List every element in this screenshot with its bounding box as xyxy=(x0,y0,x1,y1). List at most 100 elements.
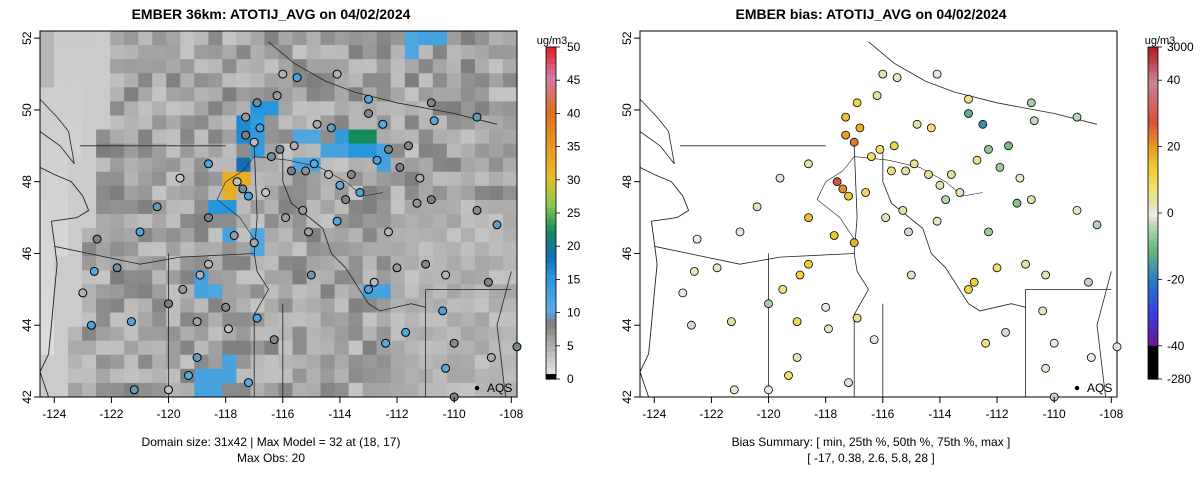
obs-site-marker xyxy=(238,184,248,194)
bias-site-marker xyxy=(844,378,853,388)
obs-site-marker xyxy=(304,227,313,237)
colorbar-segment xyxy=(546,296,556,303)
grid-cell xyxy=(502,31,518,46)
grid-cell xyxy=(502,256,518,271)
grid-cell xyxy=(110,284,125,299)
grid-cell xyxy=(194,45,209,60)
grid-cell xyxy=(418,228,434,243)
grid-cell xyxy=(432,312,448,328)
grid-cell xyxy=(40,270,55,285)
grid-cell xyxy=(306,101,322,116)
colorbar-segment xyxy=(1148,258,1158,264)
grid-cell xyxy=(124,45,139,60)
colorbar-segment xyxy=(1148,283,1158,289)
bias-site-marker xyxy=(784,371,793,380)
colorbar-segment xyxy=(546,152,556,159)
grid-cell xyxy=(96,354,111,370)
grid-cell xyxy=(474,171,490,187)
colorbar-segment xyxy=(546,74,556,81)
grid-cell xyxy=(264,157,279,173)
grid-cell xyxy=(124,115,139,131)
colorbar-segment xyxy=(1148,246,1158,251)
colorbar-segment xyxy=(546,290,556,297)
grid-cell xyxy=(110,185,125,201)
grid-cell xyxy=(404,115,420,131)
grid-cell xyxy=(446,101,462,116)
grid-cell xyxy=(460,171,476,187)
grid-cell xyxy=(502,214,518,229)
y-tick-label: 50 xyxy=(20,103,34,117)
grid-cell xyxy=(334,157,350,173)
grid-cell xyxy=(138,157,153,173)
grid-cell xyxy=(292,115,308,131)
obs-site-marker xyxy=(364,284,373,294)
grid-cell xyxy=(348,157,364,173)
grid-cell xyxy=(502,298,518,314)
grid-cell xyxy=(502,143,518,159)
colorbar-segment xyxy=(1148,233,1158,239)
grid-cell xyxy=(404,368,420,384)
x-tick-label: -110 xyxy=(1043,407,1066,421)
grid-cell xyxy=(166,340,181,356)
grid-cell xyxy=(306,312,322,328)
colorbar-segment xyxy=(1148,125,1158,131)
grid-cell xyxy=(292,368,308,384)
obs-site-marker xyxy=(241,112,251,122)
colorbar-segment xyxy=(546,85,556,92)
grid-cell xyxy=(320,31,336,46)
grid-cell xyxy=(320,284,336,299)
grid-cell xyxy=(432,129,448,145)
colorbar-segment xyxy=(546,334,556,341)
grid-cell xyxy=(236,45,251,60)
state-border xyxy=(496,271,512,398)
grid-cell xyxy=(96,87,111,102)
grid-cell xyxy=(194,143,209,159)
grid-cell xyxy=(348,143,364,159)
grid-cell xyxy=(362,59,378,74)
grid-cell xyxy=(502,242,518,257)
grid-cell xyxy=(348,101,364,116)
obs-site-marker xyxy=(421,259,431,269)
grid-cell xyxy=(306,368,322,384)
grid-cell xyxy=(460,242,476,257)
grid-cell xyxy=(460,199,476,215)
grid-cell xyxy=(222,312,237,328)
grid-cell xyxy=(180,87,195,102)
grid-cell xyxy=(390,354,406,370)
bias-site-marker xyxy=(941,195,951,205)
grid-cell xyxy=(40,326,55,342)
grid-cell xyxy=(222,368,237,384)
grid-cell xyxy=(362,228,378,243)
grid-cell xyxy=(124,129,139,145)
grid-cell xyxy=(320,340,336,356)
obs-site-marker xyxy=(415,173,425,183)
grid-cell xyxy=(390,45,406,60)
grid-cell xyxy=(488,129,504,145)
grid-cell xyxy=(460,45,476,60)
grid-cell xyxy=(96,312,111,328)
grid-cell xyxy=(348,242,364,257)
bias-site-marker xyxy=(735,227,745,237)
grid-cell xyxy=(264,368,279,384)
grid-cell xyxy=(208,256,223,271)
grid-cell xyxy=(138,31,153,46)
colorbar-segment xyxy=(1148,208,1158,214)
grid-cell xyxy=(460,214,476,229)
bias-site-marker xyxy=(821,302,831,312)
grid-cell xyxy=(264,73,279,88)
colorbar-segment xyxy=(546,323,556,330)
grid-cell xyxy=(152,340,167,356)
grid-cell xyxy=(488,45,504,60)
grid-cell xyxy=(54,256,69,271)
bias-site-marker xyxy=(1026,98,1036,108)
grid-cell xyxy=(488,368,504,384)
state-border xyxy=(853,145,858,254)
grid-cell xyxy=(376,270,392,285)
axes: -124 -122 -120 -118 -116 -114 -112 -110 -108 42 44… xyxy=(20,31,523,421)
colorbar-tick-label: 45 xyxy=(567,73,581,87)
colorbar-segment xyxy=(546,373,556,380)
colorbar-segment xyxy=(1148,150,1158,156)
colorbar-segment xyxy=(1148,92,1158,98)
bias-site-marker xyxy=(1001,327,1011,337)
grid-cell xyxy=(124,214,139,229)
